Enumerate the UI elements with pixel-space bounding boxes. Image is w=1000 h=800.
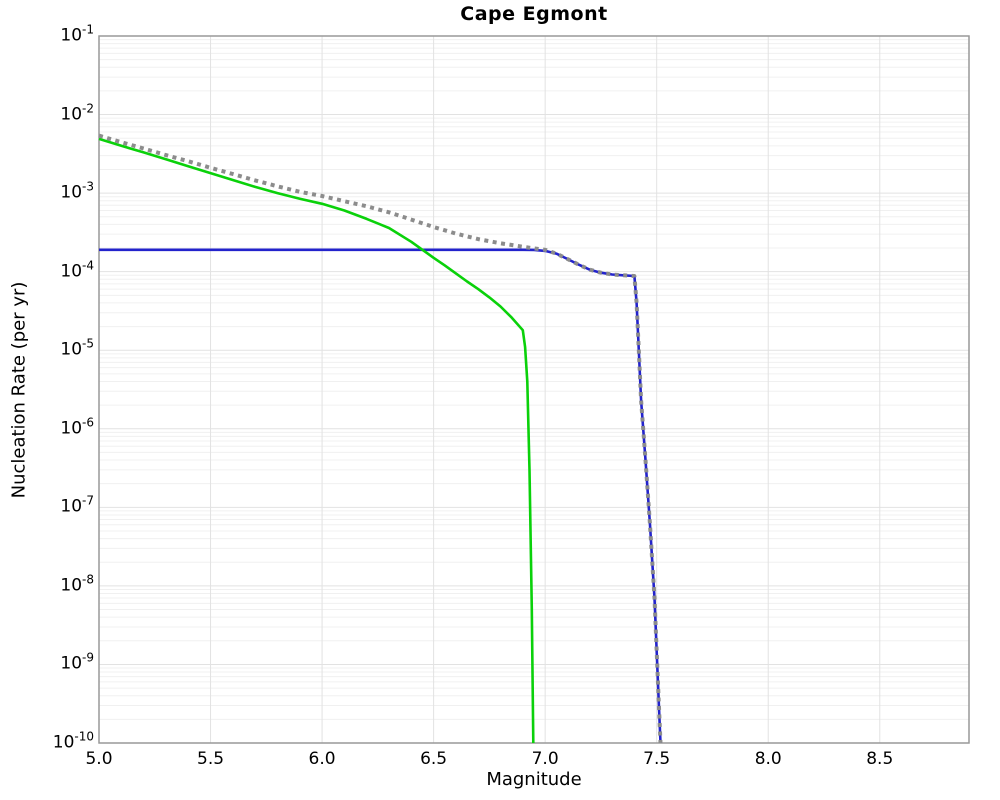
x-tick-label: 7.0 <box>531 749 559 769</box>
x-tick-label: 6.5 <box>420 749 448 769</box>
x-tick-label: 6.0 <box>308 749 336 769</box>
x-tick-label: 7.5 <box>643 749 671 769</box>
y-tick-label: 10-2 <box>60 101 94 125</box>
x-tick-label: 5.5 <box>197 749 225 769</box>
series-blue-solid-curve <box>99 248 662 744</box>
y-axis-label: Nucleation Rate (per yr) <box>8 281 30 499</box>
y-tick-label: 10-9 <box>60 650 94 674</box>
y-tick-label: 10-8 <box>60 572 94 596</box>
y-tick-label: 10-6 <box>60 415 94 439</box>
x-tick-label: 8.0 <box>754 749 782 769</box>
y-tick-label: 10-4 <box>60 258 94 282</box>
y-tick-label: 10-3 <box>60 179 94 203</box>
series-gray-dotted-total-curve <box>98 133 663 744</box>
series-green-solid-curve <box>98 137 535 744</box>
y-tick-label: 10-5 <box>60 336 94 360</box>
y-tick-label: 10-10 <box>52 729 94 753</box>
y-tick-label: 10-1 <box>60 22 94 46</box>
x-tick-label: 8.5 <box>866 749 894 769</box>
plot-border <box>98 35 970 744</box>
y-tick-label: 10-7 <box>60 493 94 517</box>
chart-title: Cape Egmont <box>460 3 608 25</box>
x-tick-label: 5.0 <box>85 749 113 769</box>
x-axis-label: Magnitude <box>486 769 582 790</box>
